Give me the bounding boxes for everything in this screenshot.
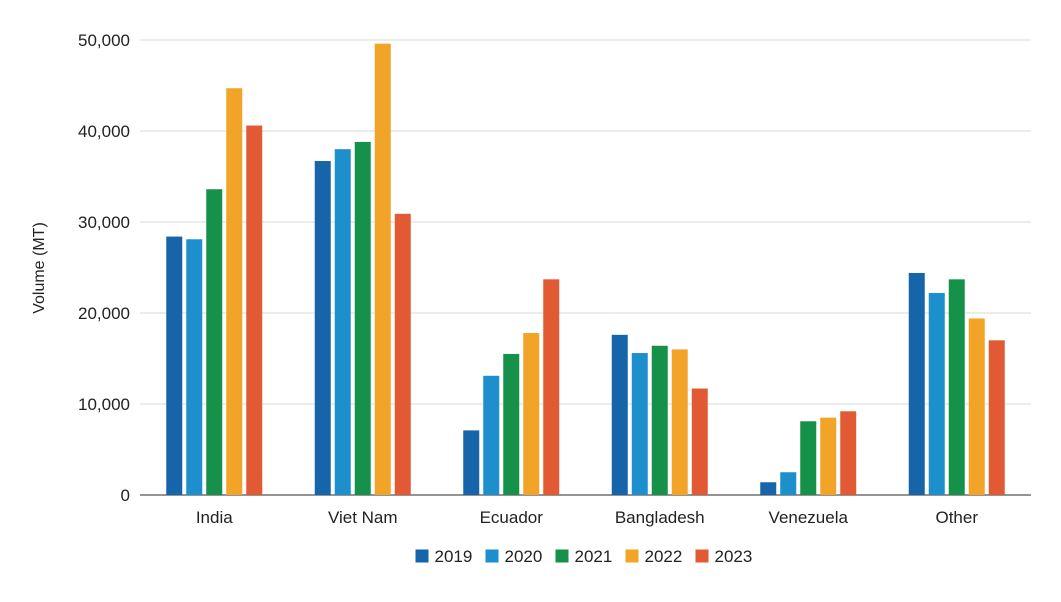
legend-label: 2019 [435,547,473,566]
legend-label: 2021 [575,547,613,566]
legend-item: 2021 [555,547,613,566]
bar-2019-bangladesh [611,334,628,495]
bar-2021-india [206,189,223,496]
bar-2022-viet-nam [374,43,391,495]
y-tick-label: 30,000 [78,213,130,232]
bar-2022-bangladesh [671,349,688,495]
legend-item: 2022 [625,547,683,566]
bar-2021-venezuela [800,421,817,495]
bar-2021-viet-nam [354,141,371,496]
x-axis-categories: India Viet Nam Ecuador Bangladesh Venezuela O… [196,508,979,527]
bar-2019-india [166,236,183,495]
legend: 2019 2020 2021 2022 2023 [415,547,753,566]
bar-2019-other [908,272,925,495]
y-tick-label: 50,000 [78,31,130,50]
x-category-label: Viet Nam [328,508,398,527]
bar-2020-venezuela [780,472,797,495]
y-axis-ticks: 0 10,000 20,000 30,000 40,000 50,000 [78,31,130,505]
bar-2020-viet-nam [334,149,351,495]
bar-2022-venezuela [820,417,837,495]
bar-2023-venezuela [840,411,857,495]
legend-label: 2020 [505,547,543,566]
y-tick-label: 10,000 [78,395,130,414]
bar-2020-bangladesh [631,353,648,495]
bar-2020-other [928,292,945,495]
gridlines [140,39,1031,496]
legend-swatch [555,549,569,563]
y-axis-label: Volume (MT) [31,222,48,314]
legend-label: 2022 [645,547,683,566]
y-tick-label: 0 [121,486,130,505]
legend-item: 2020 [485,547,543,566]
bar-2022-india [226,88,243,495]
legend-label: 2023 [715,547,753,566]
bar-2021-other [948,279,965,495]
bar-2023-ecuador [543,279,560,495]
bar-2020-india [186,239,203,495]
legend-swatch [485,549,499,563]
bar-2019-viet-nam [314,161,331,495]
legend-swatch [415,549,429,563]
x-category-label: India [196,508,233,527]
x-category-label: Bangladesh [615,508,705,527]
bar-2019-venezuela [760,482,777,495]
y-tick-label: 40,000 [78,122,130,141]
bar-2023-india [246,125,263,495]
y-tick-label: 20,000 [78,304,130,323]
x-category-label: Ecuador [480,508,544,527]
legend-swatch [695,549,709,563]
bar-2023-viet-nam [394,213,411,495]
bar-2023-other [988,340,1005,495]
bar-2022-other [968,318,985,495]
bar-2021-ecuador [503,353,520,495]
bars [166,43,1005,496]
x-category-label: Venezuela [769,508,849,527]
x-category-label: Other [935,508,978,527]
legend-swatch [625,549,639,563]
bar-2020-ecuador [483,375,500,495]
legend-item: 2019 [415,547,473,566]
bar-2023-bangladesh [691,388,708,495]
bar-2021-bangladesh [651,345,668,495]
bar-2019-ecuador [463,430,480,495]
legend-item: 2023 [695,547,753,566]
bar-2022-ecuador [523,333,540,495]
